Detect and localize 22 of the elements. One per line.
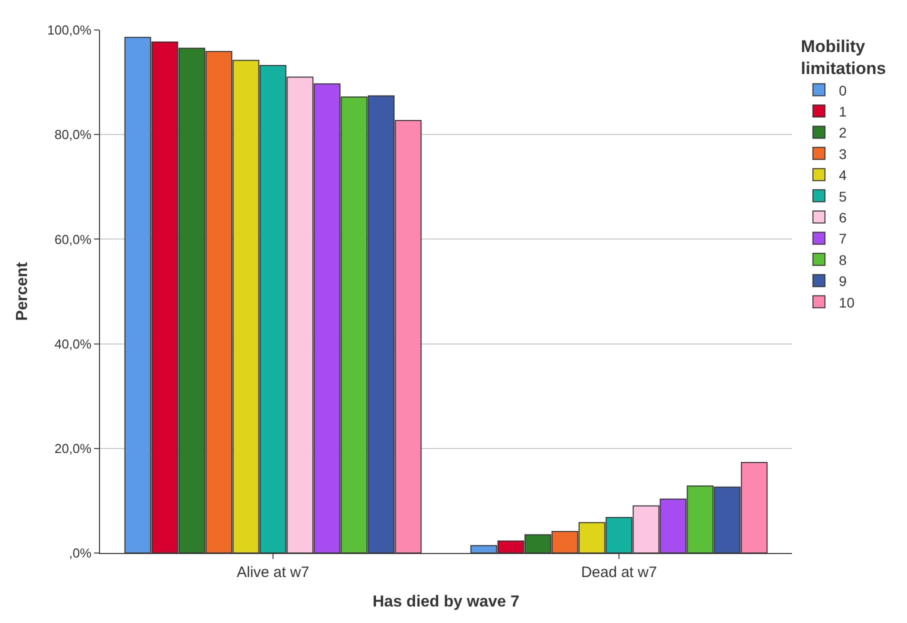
legend-label: 8	[838, 252, 847, 268]
legend-label: 3	[838, 146, 847, 162]
legend-label: 10	[838, 294, 855, 310]
y-tick-label: 20,0%	[54, 440, 92, 456]
x-tick-label: Dead at w7	[581, 564, 657, 581]
x-axis-title: Has died by wave 7	[372, 594, 520, 611]
y-tick-label: 100,0%	[47, 22, 92, 38]
legend-label: 7	[838, 230, 847, 247]
legend-label: 6	[838, 209, 847, 226]
x-tick-label: Alive at w7	[236, 564, 310, 581]
y-tick-label: ,0%	[68, 546, 92, 561]
legend-label: 9	[838, 273, 847, 290]
legend-label: 2	[838, 124, 847, 141]
y-axis-title: Percent	[14, 261, 32, 321]
y-tick-label: 80,0%	[54, 127, 92, 142]
legend-label: 0	[838, 82, 847, 98]
y-tick-label: 40,0%	[54, 336, 92, 352]
legend-label: 5	[838, 188, 847, 204]
legend-label: 4	[838, 167, 847, 184]
legend-label: 1	[838, 103, 847, 120]
legend-title: Mobility limitations	[800, 37, 886, 78]
y-tick-label: 60,0%	[54, 232, 92, 247]
